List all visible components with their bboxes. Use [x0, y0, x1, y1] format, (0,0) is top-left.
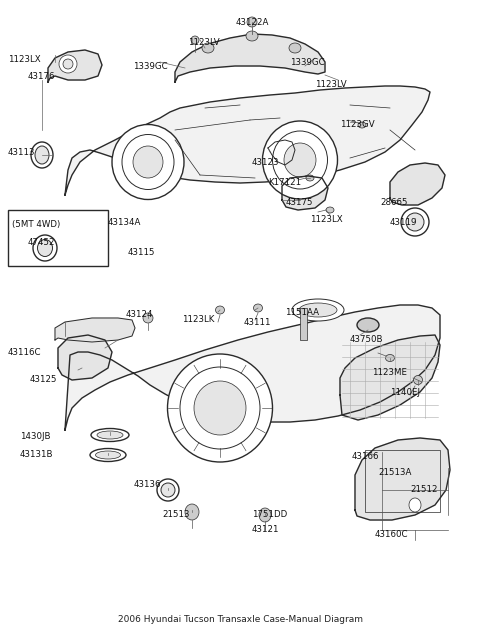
- Polygon shape: [175, 34, 325, 82]
- Text: 43123: 43123: [252, 158, 279, 167]
- Text: 1430JB: 1430JB: [20, 432, 50, 441]
- Text: K17121: K17121: [268, 178, 301, 187]
- Ellipse shape: [202, 43, 214, 53]
- Ellipse shape: [289, 43, 301, 53]
- Polygon shape: [55, 318, 135, 342]
- Ellipse shape: [180, 367, 260, 449]
- Text: 47452: 47452: [28, 238, 56, 247]
- Text: 43116C: 43116C: [8, 348, 41, 357]
- Text: 43115: 43115: [128, 248, 156, 257]
- Ellipse shape: [91, 428, 129, 441]
- Ellipse shape: [185, 504, 199, 520]
- Ellipse shape: [253, 304, 263, 312]
- Text: 43160C: 43160C: [375, 530, 408, 539]
- Text: 1123LX: 1123LX: [310, 215, 343, 224]
- Ellipse shape: [161, 483, 175, 497]
- Text: 43124: 43124: [126, 310, 154, 319]
- Ellipse shape: [157, 479, 179, 501]
- Ellipse shape: [385, 354, 395, 362]
- Text: 21513: 21513: [162, 510, 190, 519]
- Text: 1123ME: 1123ME: [372, 368, 407, 377]
- Text: 43131B: 43131B: [20, 450, 53, 459]
- Ellipse shape: [246, 31, 258, 41]
- Text: 21512: 21512: [410, 485, 437, 494]
- Ellipse shape: [413, 376, 422, 384]
- Ellipse shape: [409, 498, 421, 512]
- Text: 28665: 28665: [380, 198, 408, 207]
- Ellipse shape: [284, 143, 316, 177]
- Ellipse shape: [247, 17, 257, 27]
- Polygon shape: [48, 50, 102, 82]
- Bar: [8, 210, 108, 266]
- Text: (5MT 4WD): (5MT 4WD): [12, 220, 60, 229]
- Text: 43136: 43136: [134, 480, 161, 489]
- Ellipse shape: [306, 175, 314, 181]
- Text: 43122A: 43122A: [235, 18, 269, 27]
- Text: 1123LX: 1123LX: [8, 55, 41, 64]
- Polygon shape: [355, 438, 450, 520]
- Text: 43125: 43125: [30, 375, 58, 384]
- Ellipse shape: [263, 121, 337, 199]
- Text: 1123LV: 1123LV: [315, 80, 347, 89]
- Ellipse shape: [37, 240, 52, 256]
- Ellipse shape: [168, 354, 273, 462]
- Text: 1751DD: 1751DD: [252, 510, 287, 519]
- Polygon shape: [58, 335, 112, 380]
- Ellipse shape: [292, 299, 344, 321]
- Ellipse shape: [326, 207, 334, 213]
- Ellipse shape: [357, 318, 379, 332]
- Ellipse shape: [35, 146, 49, 164]
- Text: 1140EJ: 1140EJ: [390, 388, 420, 397]
- Ellipse shape: [216, 306, 225, 314]
- Text: 1151AA: 1151AA: [285, 308, 319, 317]
- Text: 43750B: 43750B: [350, 335, 384, 344]
- Polygon shape: [390, 163, 445, 205]
- Polygon shape: [340, 335, 440, 420]
- Ellipse shape: [90, 448, 126, 461]
- Ellipse shape: [143, 313, 153, 323]
- Ellipse shape: [33, 235, 57, 261]
- Ellipse shape: [191, 36, 199, 44]
- Ellipse shape: [401, 208, 429, 236]
- Text: 43113: 43113: [8, 148, 36, 157]
- Ellipse shape: [96, 451, 120, 459]
- Text: 43166: 43166: [352, 452, 380, 461]
- Text: 43134A: 43134A: [108, 218, 142, 227]
- Text: 1123LV: 1123LV: [188, 38, 220, 47]
- Ellipse shape: [259, 508, 271, 522]
- Text: 2006 Hyundai Tucson Transaxle Case-Manual Diagram: 2006 Hyundai Tucson Transaxle Case-Manua…: [118, 615, 362, 624]
- Text: 1339GC: 1339GC: [133, 62, 168, 71]
- Text: 43121: 43121: [252, 525, 279, 534]
- Text: 43175: 43175: [286, 198, 313, 207]
- Text: 1123LK: 1123LK: [182, 315, 215, 324]
- Ellipse shape: [63, 59, 73, 69]
- Text: 43119: 43119: [390, 218, 418, 227]
- Ellipse shape: [112, 125, 184, 199]
- Ellipse shape: [31, 142, 53, 168]
- Polygon shape: [65, 86, 430, 195]
- Polygon shape: [282, 176, 328, 210]
- Ellipse shape: [358, 122, 366, 128]
- Text: 21513A: 21513A: [378, 468, 411, 477]
- Text: 1123GV: 1123GV: [340, 120, 374, 129]
- Text: 1339GC: 1339GC: [290, 58, 324, 67]
- Ellipse shape: [97, 431, 123, 439]
- Ellipse shape: [122, 135, 174, 189]
- Ellipse shape: [273, 131, 327, 189]
- Ellipse shape: [194, 381, 246, 435]
- Ellipse shape: [406, 213, 424, 231]
- Text: 43111: 43111: [244, 318, 272, 327]
- Ellipse shape: [299, 303, 337, 317]
- Bar: [365, 450, 440, 512]
- Ellipse shape: [133, 146, 163, 178]
- Ellipse shape: [59, 55, 77, 73]
- Bar: [300, 308, 307, 340]
- Polygon shape: [65, 305, 440, 430]
- Text: 43176: 43176: [28, 72, 56, 81]
